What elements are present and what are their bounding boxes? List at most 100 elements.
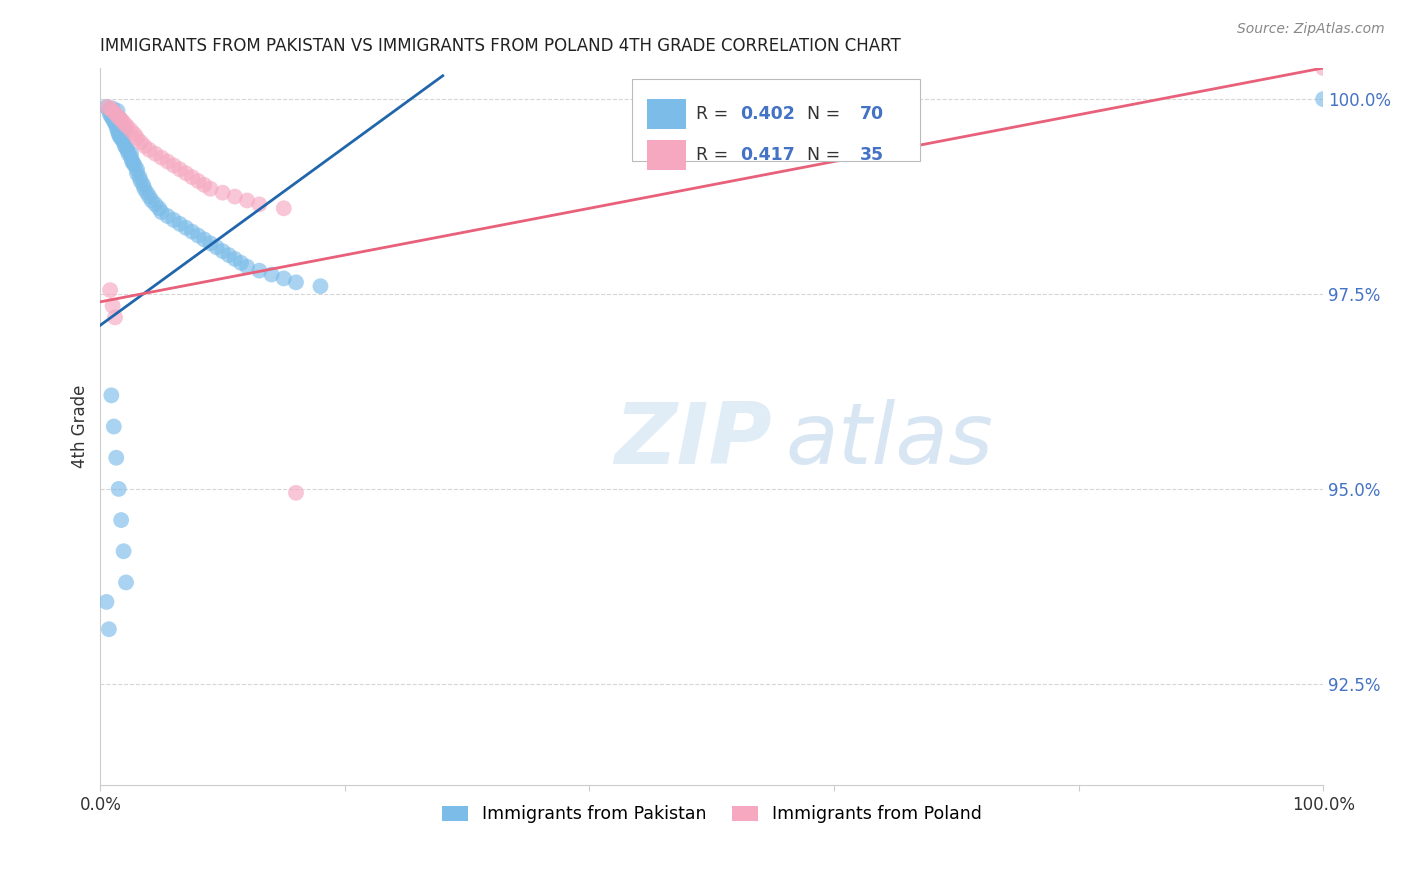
Point	[114, 117, 136, 131]
Point	[205, 240, 228, 254]
Point	[98, 102, 121, 116]
Point	[115, 575, 138, 590]
Point	[309, 279, 332, 293]
Point	[121, 154, 143, 169]
Point	[285, 276, 308, 290]
Point	[145, 197, 167, 211]
Point	[112, 135, 135, 149]
Point	[1312, 61, 1334, 75]
Point	[104, 106, 127, 120]
Point	[97, 100, 120, 114]
Point	[103, 114, 125, 128]
Point	[200, 236, 222, 251]
Point	[125, 131, 148, 145]
Point	[101, 103, 124, 118]
Point	[187, 174, 209, 188]
Point	[1312, 92, 1334, 106]
Point	[110, 513, 132, 527]
FancyBboxPatch shape	[647, 140, 686, 170]
Point	[211, 186, 233, 200]
Text: 35: 35	[859, 146, 884, 164]
Point	[134, 182, 156, 196]
Point	[236, 260, 259, 274]
Point	[117, 143, 139, 157]
Point	[138, 143, 160, 157]
Point	[273, 271, 295, 285]
Point	[103, 419, 125, 434]
Text: ZIP: ZIP	[614, 400, 772, 483]
Point	[105, 117, 128, 131]
Point	[236, 194, 259, 208]
Point	[125, 166, 148, 180]
Point	[247, 263, 270, 277]
Text: N =: N =	[796, 146, 846, 164]
Point	[104, 310, 127, 325]
Point	[100, 109, 122, 123]
Point	[174, 220, 197, 235]
Point	[107, 109, 129, 123]
Point	[107, 125, 129, 139]
Text: 0.402: 0.402	[740, 104, 794, 123]
Point	[156, 154, 179, 169]
Point	[181, 170, 204, 185]
Point	[98, 108, 121, 122]
Text: Source: ZipAtlas.com: Source: ZipAtlas.com	[1237, 22, 1385, 37]
Point	[148, 201, 170, 215]
Point	[125, 162, 148, 177]
Point	[107, 103, 129, 118]
Point	[187, 228, 209, 243]
Point	[141, 194, 163, 208]
Text: 0.417: 0.417	[740, 146, 794, 164]
Text: N =: N =	[796, 104, 846, 123]
Point	[96, 100, 118, 114]
Point	[247, 197, 270, 211]
Point	[128, 170, 150, 185]
Legend: Immigrants from Pakistan, Immigrants from Poland: Immigrants from Pakistan, Immigrants fro…	[434, 798, 988, 830]
Point	[101, 112, 124, 126]
Point	[224, 189, 246, 203]
Point	[114, 121, 136, 136]
Point	[124, 127, 146, 141]
Point	[129, 174, 152, 188]
Text: atlas: atlas	[785, 400, 993, 483]
Point	[129, 135, 152, 149]
Point	[120, 151, 142, 165]
Point	[104, 115, 127, 129]
Point	[112, 544, 135, 558]
Point	[120, 123, 142, 137]
Point	[108, 112, 131, 126]
Point	[111, 114, 134, 128]
Point	[120, 146, 142, 161]
Point	[150, 151, 173, 165]
Point	[193, 178, 215, 192]
Point	[138, 189, 160, 203]
Point	[169, 162, 191, 177]
Point	[181, 225, 204, 239]
Point	[134, 139, 156, 153]
Point	[163, 213, 186, 227]
Point	[107, 127, 129, 141]
Point	[98, 283, 121, 297]
Point	[97, 622, 120, 636]
Point	[150, 205, 173, 219]
Point	[193, 232, 215, 246]
Point	[218, 248, 240, 262]
Point	[285, 485, 308, 500]
Point	[260, 268, 283, 282]
Point	[229, 256, 252, 270]
Point	[111, 133, 134, 147]
Point	[224, 252, 246, 266]
FancyBboxPatch shape	[647, 99, 686, 128]
Text: IMMIGRANTS FROM PAKISTAN VS IMMIGRANTS FROM POLAND 4TH GRADE CORRELATION CHART: IMMIGRANTS FROM PAKISTAN VS IMMIGRANTS F…	[100, 37, 901, 55]
Point	[122, 156, 145, 170]
Text: R =: R =	[696, 104, 734, 123]
Point	[105, 120, 128, 134]
Point	[97, 103, 120, 118]
Point	[96, 595, 118, 609]
Point	[110, 131, 132, 145]
Point	[108, 129, 131, 144]
Point	[174, 166, 197, 180]
Point	[101, 299, 124, 313]
Point	[156, 209, 179, 223]
Point	[117, 120, 139, 134]
